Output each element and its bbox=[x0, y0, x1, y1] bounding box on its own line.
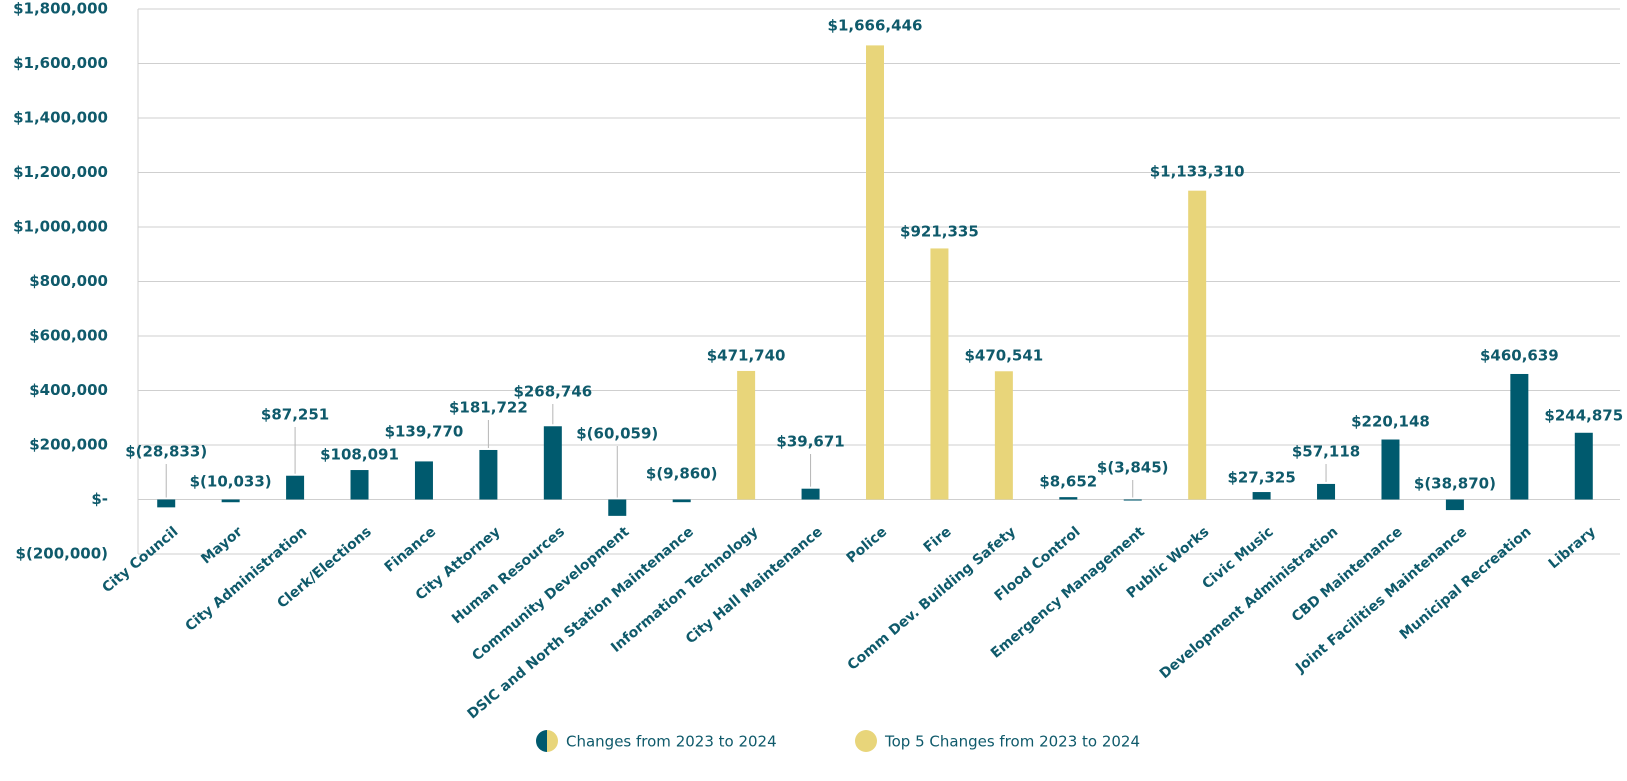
x-tick-label: Fire bbox=[921, 524, 955, 556]
bar bbox=[1445, 499, 1464, 511]
x-tick-label: Police bbox=[844, 524, 891, 567]
bar bbox=[221, 499, 240, 503]
legend-icon bbox=[536, 730, 547, 752]
bar bbox=[801, 488, 820, 500]
bar bbox=[350, 470, 369, 500]
value-label: $(3,845) bbox=[1097, 459, 1169, 477]
y-tick-label: $800,000 bbox=[29, 272, 108, 290]
bar bbox=[1252, 492, 1271, 500]
value-label: $471,740 bbox=[707, 347, 786, 365]
value-label: $8,652 bbox=[1039, 473, 1097, 491]
value-label: $27,325 bbox=[1227, 469, 1295, 487]
x-tick-label: City Administration bbox=[183, 524, 311, 635]
value-label: $39,671 bbox=[776, 433, 844, 451]
y-tick-label: $600,000 bbox=[29, 327, 108, 345]
value-label: $139,770 bbox=[385, 423, 464, 441]
value-label: $(38,870) bbox=[1414, 475, 1496, 493]
bar bbox=[1188, 190, 1207, 500]
bar bbox=[479, 449, 498, 500]
bar bbox=[866, 45, 884, 500]
bar bbox=[1317, 483, 1336, 500]
value-label: $(9,860) bbox=[646, 465, 718, 483]
x-tick-label: Human Resources bbox=[449, 524, 568, 627]
y-tick-label: $1,600,000 bbox=[13, 54, 108, 72]
bar bbox=[1059, 497, 1078, 500]
legend-label: Top 5 Changes from 2023 to 2024 bbox=[884, 733, 1140, 751]
y-tick-label: $400,000 bbox=[29, 381, 108, 399]
bar bbox=[1510, 373, 1529, 500]
value-label: $470,541 bbox=[964, 347, 1043, 365]
value-label: $1,666,446 bbox=[828, 17, 923, 35]
value-label: $57,118 bbox=[1292, 443, 1360, 461]
value-label: $244,875 bbox=[1544, 407, 1623, 425]
bar bbox=[543, 426, 562, 500]
bar bbox=[1381, 439, 1400, 500]
y-tick-label: $1,200,000 bbox=[13, 163, 108, 181]
bar bbox=[737, 370, 756, 500]
value-label: $921,335 bbox=[900, 223, 979, 241]
bar bbox=[672, 499, 691, 503]
bar bbox=[1574, 432, 1593, 500]
x-tick-label: Library bbox=[1546, 524, 1599, 572]
value-label: $181,722 bbox=[449, 399, 528, 417]
y-tick-label: $(200,000) bbox=[16, 545, 108, 563]
legend-icon bbox=[547, 730, 558, 752]
value-label: $108,091 bbox=[320, 446, 399, 464]
y-tick-label: $1,000,000 bbox=[13, 218, 108, 236]
bar bbox=[930, 248, 949, 500]
value-label: $(28,833) bbox=[125, 443, 207, 461]
y-tick-label: $1,800,000 bbox=[13, 0, 108, 18]
y-tick-label: $- bbox=[91, 490, 108, 508]
y-tick-label: $1,400,000 bbox=[13, 109, 108, 127]
value-label: $220,148 bbox=[1351, 413, 1430, 431]
x-tick-label: City Hall Maintenance bbox=[683, 524, 826, 647]
x-tick-label: Mayor bbox=[198, 524, 246, 568]
bar bbox=[1123, 499, 1142, 501]
value-label: $268,746 bbox=[513, 383, 592, 401]
y-tick-label: $200,000 bbox=[29, 436, 108, 454]
legend-label: Changes from 2023 to 2024 bbox=[566, 733, 777, 751]
bar bbox=[157, 499, 176, 508]
bar bbox=[286, 475, 305, 500]
bar bbox=[994, 371, 1013, 500]
bar bbox=[608, 499, 627, 516]
x-tick-label: Municipal Recreation bbox=[1397, 524, 1535, 643]
value-label: $(10,033) bbox=[190, 473, 272, 491]
bar bbox=[414, 461, 433, 500]
value-label: $(60,059) bbox=[576, 425, 658, 443]
x-tick-label: CBD Maintenance bbox=[1289, 524, 1406, 626]
value-label: $460,639 bbox=[1480, 347, 1559, 365]
x-tick-label: Finance bbox=[382, 524, 439, 576]
value-label: $87,251 bbox=[261, 406, 329, 424]
legend-icon bbox=[855, 730, 877, 752]
value-label: $1,133,310 bbox=[1150, 163, 1245, 181]
x-tick-label: City Council bbox=[99, 524, 181, 596]
